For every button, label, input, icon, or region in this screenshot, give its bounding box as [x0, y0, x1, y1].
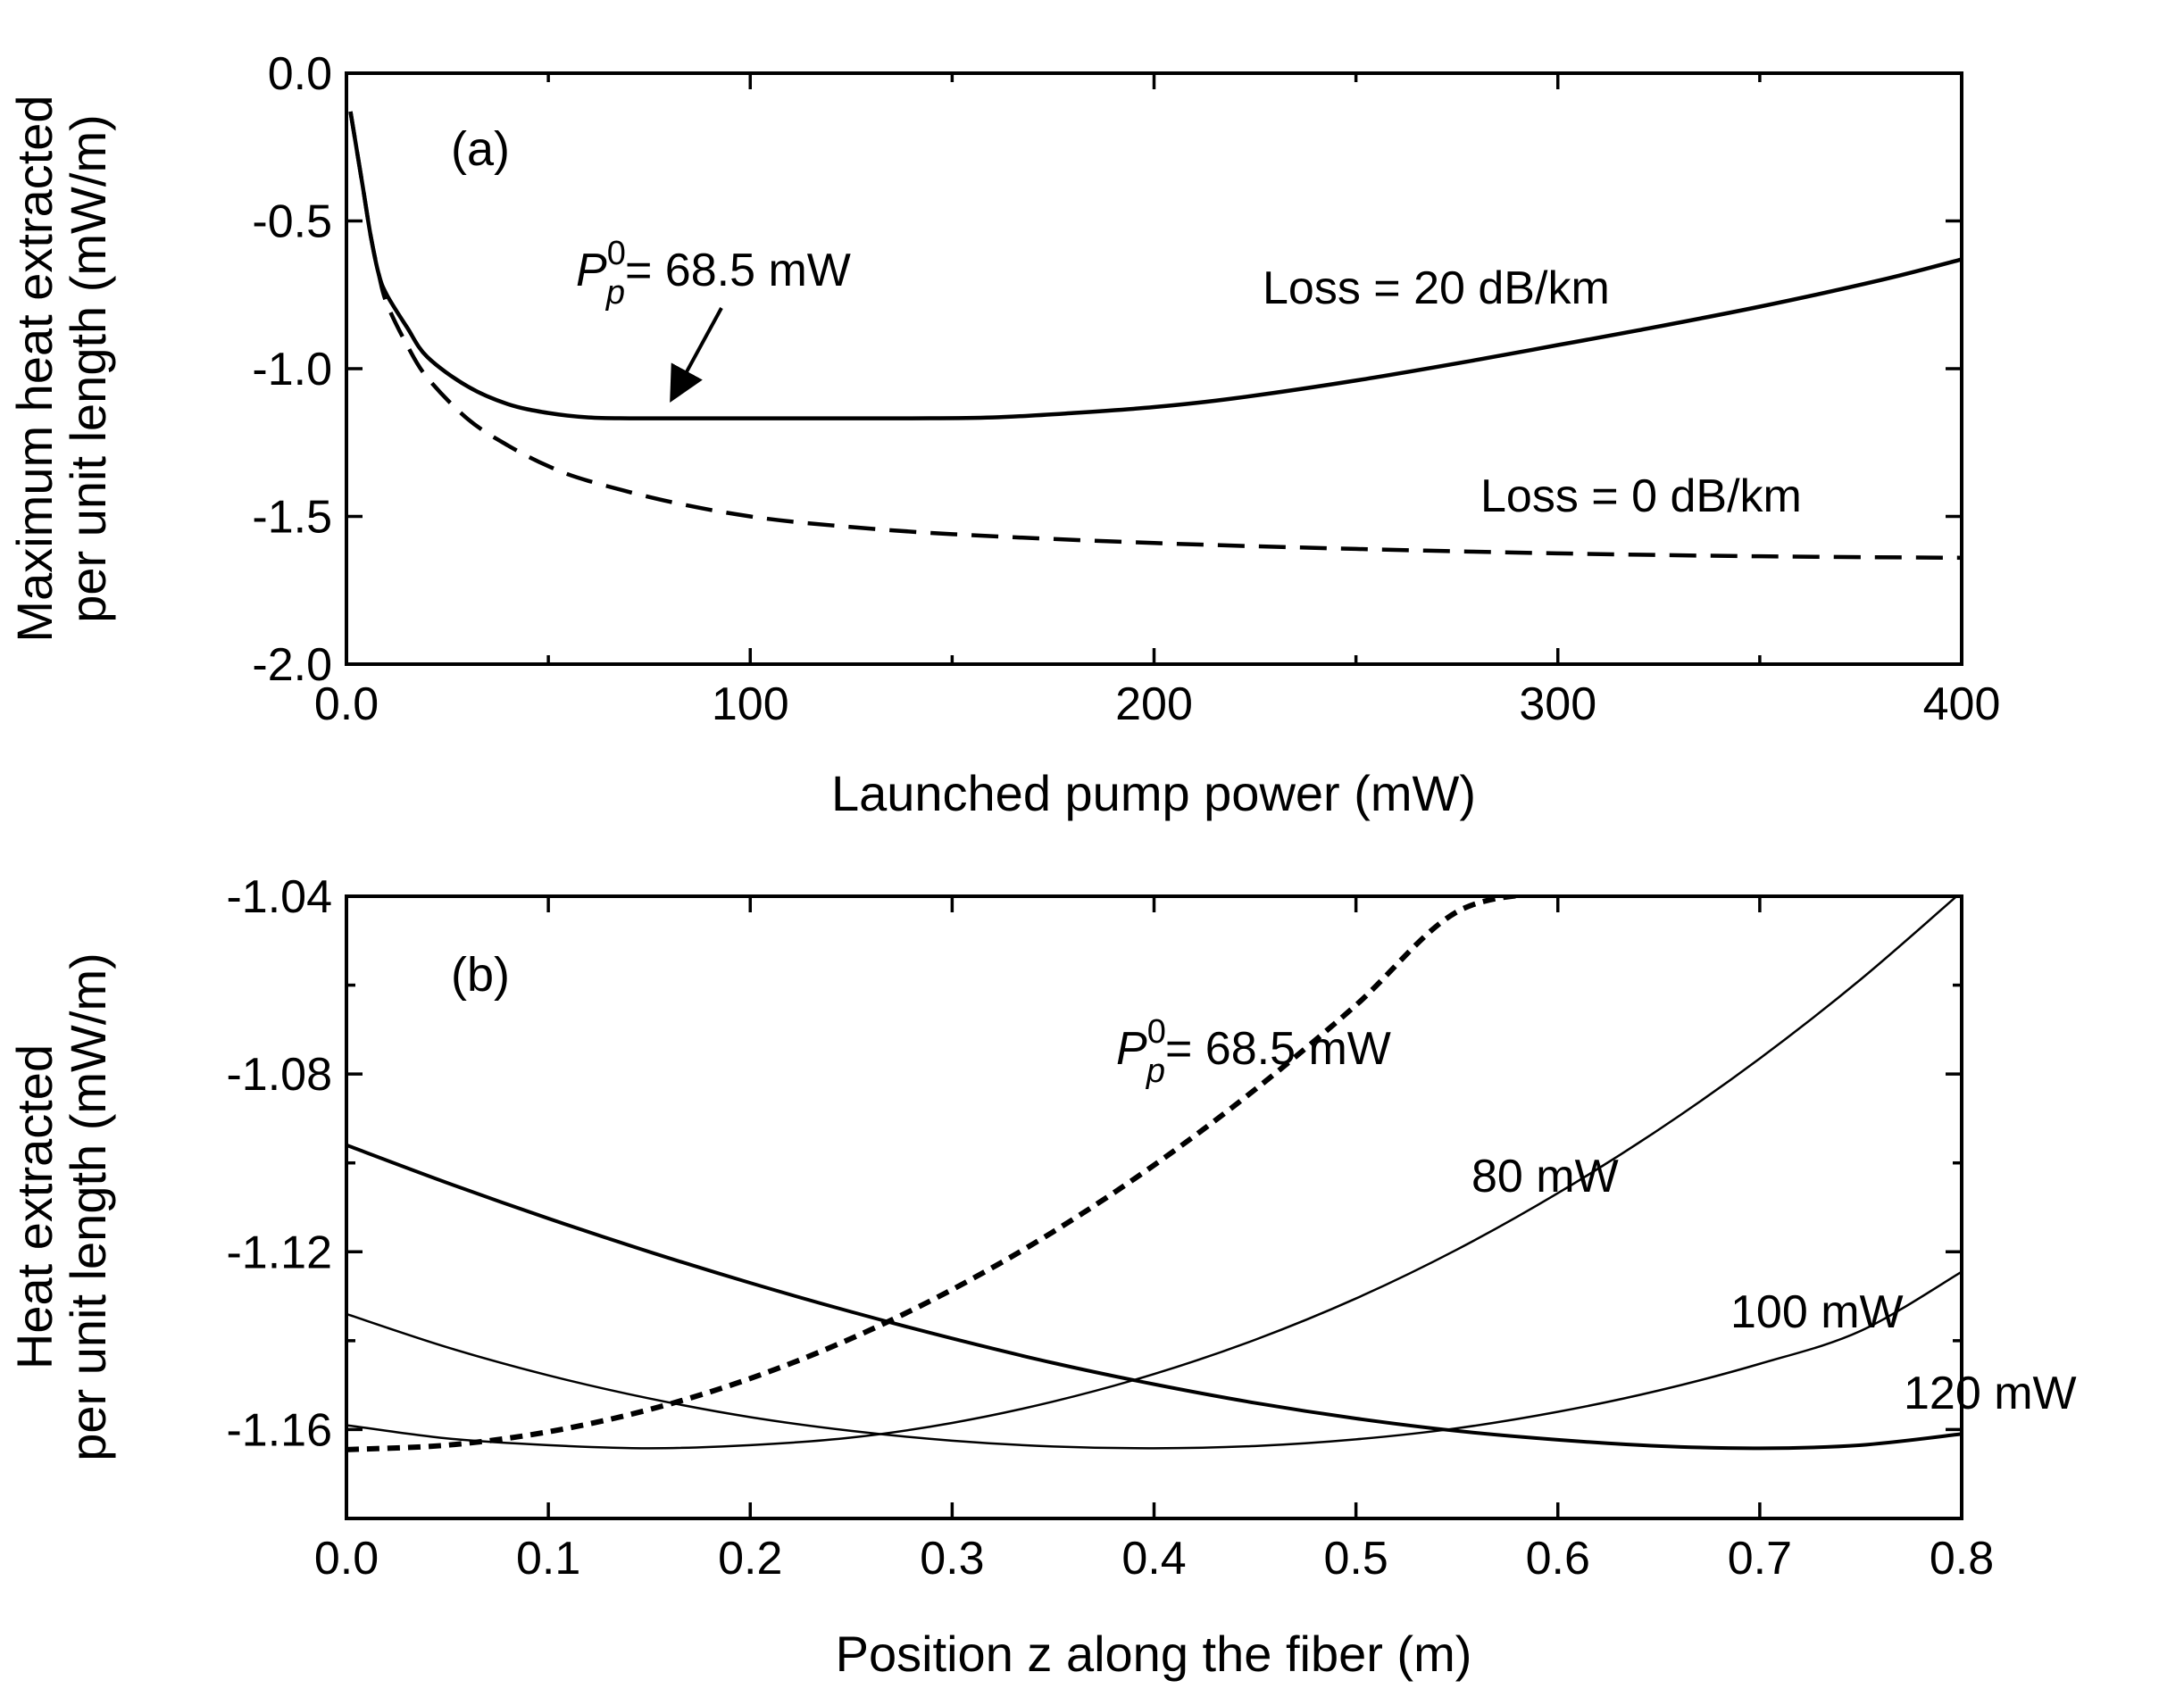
panel-b-series-line-3 — [346, 1143, 1962, 1451]
panel-a-pump-annotation-p: P — [576, 245, 607, 296]
panel-b-x-tick-label: 0.3 — [920, 1533, 984, 1585]
panel-b-y-tick-label: -1.04 — [226, 871, 332, 923]
panel-a-label: (a) — [451, 122, 510, 176]
panel-a-series-line-1 — [348, 111, 1962, 561]
panel-a-x-tick-label: 300 — [1519, 678, 1596, 730]
panel-a-x-axis-label: Launched pump power (mW) — [831, 765, 1476, 821]
panel-b-series-line-1 — [346, 896, 1959, 1450]
panel-a-y-tick-label: -2.0 — [252, 639, 332, 691]
panel-a-series-line-0 — [348, 111, 1962, 420]
panel-b-series-line-2 — [346, 1270, 1962, 1450]
panel-a-x-tick-label: 200 — [1115, 678, 1193, 730]
panel-a-y-tick-label: -0.5 — [252, 196, 332, 248]
panel-b-y-tick-label: -1.16 — [226, 1404, 332, 1456]
panel-b-y-axis-label: Heat extracted per unit length (mW/m) — [6, 952, 116, 1461]
panel-b-pump-annotation-sub: p — [1146, 1052, 1165, 1090]
panel-a-pump-annotation-rest: = 68.5 mW — [625, 245, 851, 296]
panel-a-tick-labels: 0.0 100 200 300 400 0.0 -0.5 -1.0 -1.5 -2.0 — [252, 48, 2000, 730]
panel-a-y-axis-label: Maximum heat extracted per unit length (… — [6, 95, 116, 642]
panel-b-y-tick-label: -1.12 — [226, 1227, 332, 1278]
panel-a-ticks — [345, 71, 1963, 666]
panel-b-series — [346, 896, 1962, 1452]
panel-a-y-tick-label: -1.5 — [252, 492, 332, 544]
panel-b-120mw-label: 120 mW — [1904, 1368, 2077, 1419]
panel-b-100mw-label: 100 mW — [1730, 1286, 1904, 1338]
panel-b-x-tick-label: 0.0 — [314, 1533, 379, 1585]
panel-b-80mw-label: 80 mW — [1471, 1151, 1619, 1202]
panel-a-pump-annotation-sub: p — [605, 274, 625, 312]
panel-b: 0.0 0.1 0.2 0.3 0.4 0.5 0.6 0.7 0.8 -1.04 -1.08 -1.… — [6, 871, 2077, 1682]
panel-b-series-line-0 — [346, 896, 1542, 1452]
panel-b-pump-annotation: P0 p= 68.5 mW — [1116, 1013, 1391, 1090]
panel-b-x-tick-label: 0.7 — [1728, 1533, 1792, 1585]
panel-a-loss0-label: Loss = 0 dB/km — [1480, 470, 1802, 522]
panel-b-ticks — [345, 894, 1963, 1520]
panel-a-y-axis-label-line2: per unit length (mW/m) — [60, 114, 116, 623]
panel-b-pump-annotation-rest: = 68.5 mW — [1165, 1023, 1391, 1075]
panel-b-x-tick-label: 0.1 — [516, 1533, 580, 1585]
panel-b-y-axis-label-line1: Heat extracted — [6, 1044, 63, 1369]
panel-a-loss20-label: Loss = 20 dB/km — [1263, 262, 1610, 314]
panel-a-y-tick-label: -1.0 — [252, 344, 332, 395]
panel-b-pump-annotation-p: P — [1116, 1023, 1147, 1075]
panel-b-tick-labels: 0.0 0.1 0.2 0.3 0.4 0.5 0.6 0.7 0.8 -1.04 -1.08 -1.… — [226, 871, 1994, 1585]
panel-a-x-tick-label: 0.0 — [314, 678, 379, 730]
panel-a-series — [348, 111, 1962, 561]
panel-a-x-tick-label: 100 — [712, 678, 789, 730]
panel-a-y-tick-label: 0.0 — [268, 48, 332, 100]
panel-a-y-axis-label-line1: Maximum heat extracted — [6, 95, 63, 642]
panel-a-x-tick-label: 400 — [1923, 678, 2001, 730]
panel-b-label: (b) — [451, 948, 510, 1002]
panel-a-pump-annotation-sup: 0 — [607, 235, 626, 272]
panel-b-y-axis-label-line2: per unit length (mW/m) — [60, 952, 116, 1461]
panel-b-frame — [345, 894, 1963, 1520]
panel-b-pump-annotation-sup: 0 — [1147, 1013, 1166, 1051]
panel-b-x-tick-label: 0.6 — [1526, 1533, 1590, 1585]
panel-b-x-tick-label: 0.5 — [1323, 1533, 1388, 1585]
panel-b-x-axis-label: Position z along the fiber (m) — [836, 1626, 1472, 1682]
panel-b-x-tick-label: 0.4 — [1121, 1533, 1186, 1585]
panel-a-frame — [345, 71, 1963, 666]
panel-b-y-tick-label: -1.08 — [226, 1049, 332, 1101]
panel-a-pump-arrow — [670, 307, 723, 403]
panel-b-x-tick-label: 0.8 — [1930, 1533, 1994, 1585]
panel-b-x-tick-label: 0.2 — [718, 1533, 782, 1585]
panel-a: 0.0 100 200 300 400 0.0 -0.5 -1.0 -1.5 -2.0 (a) L… — [6, 48, 2000, 821]
panel-a-pump-annotation: P0 p= 68.5 mW — [576, 235, 851, 312]
